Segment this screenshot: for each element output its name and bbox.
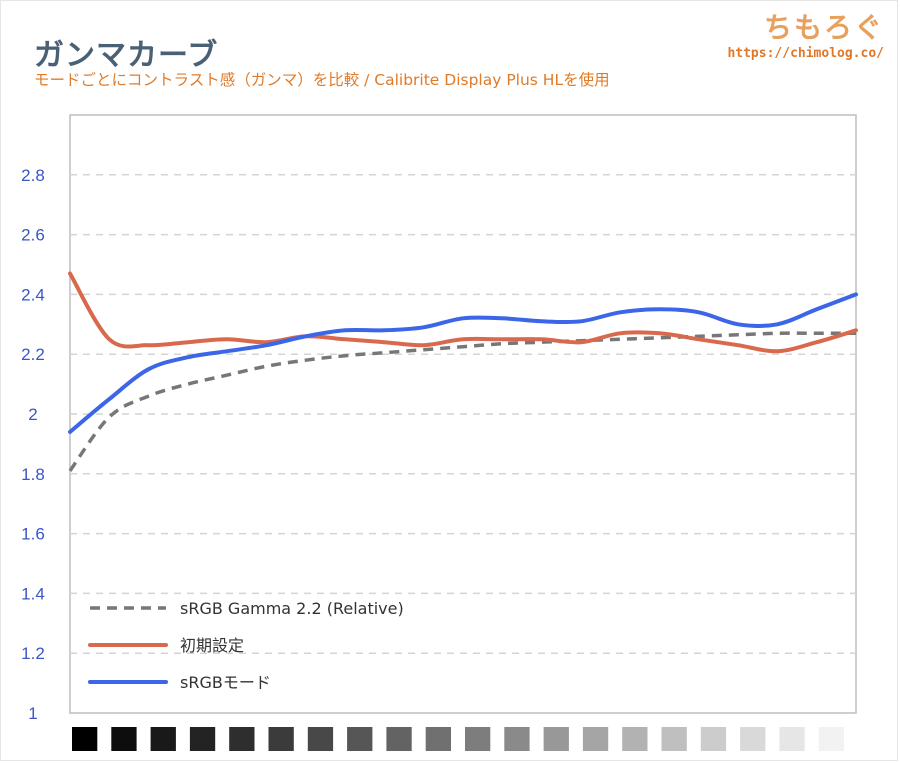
gray-swatch (504, 727, 530, 751)
gray-swatch (268, 727, 294, 751)
y-tick-label: 2.6 (21, 226, 45, 245)
chart-subtitle: モードごとにコントラスト感（ガンマ）を比較 / Calibrite Displa… (34, 71, 610, 89)
y-tick-label: 2.4 (21, 285, 45, 304)
gray-swatch (72, 727, 98, 751)
gray-swatch (229, 727, 255, 751)
y-tick-label: 1.8 (21, 465, 45, 484)
gray-swatch (543, 727, 569, 751)
gray-swatch (189, 727, 216, 751)
y-tick-label: 1.2 (21, 644, 45, 663)
gray-swatch (740, 727, 766, 751)
gray-swatch (386, 727, 412, 751)
y-tick-label: 1 (28, 704, 37, 723)
legend-label: sRGBモード (180, 673, 271, 692)
gray-swatch (307, 727, 334, 751)
brand-watermark: ちもろぐ https://chimolog.co/ (727, 6, 884, 61)
gray-swatch (347, 727, 373, 751)
chart-title: ガンマカーブ (34, 38, 219, 73)
series-line-srgb-mode (68, 292, 858, 434)
legend-label: sRGB Gamma 2.2 (Relative) (180, 599, 404, 618)
y-tick-label: 2.8 (21, 166, 45, 185)
series-line-default (68, 271, 858, 354)
gray-swatch (779, 727, 805, 751)
y-tick-label: 2.2 (21, 345, 45, 364)
gray-swatch (425, 727, 451, 751)
gray-swatch (111, 727, 137, 751)
gray-swatch (700, 727, 727, 751)
gray-swatch (818, 727, 844, 751)
y-tick-label: 1.6 (21, 525, 45, 544)
series-line-srgb-gamma (68, 331, 856, 472)
gray-swatch (622, 727, 648, 751)
legend-label: 初期設定 (180, 636, 244, 655)
brand-url: https://chimolog.co/ (727, 46, 884, 61)
gray-swatch (582, 727, 609, 751)
brand-name: ちもろぐ (763, 11, 884, 44)
gray-swatch (465, 727, 491, 751)
y-tick-label: 2 (28, 405, 37, 424)
y-tick-label: 1.4 (21, 584, 45, 603)
gray-swatch (661, 727, 687, 751)
gray-swatch (150, 727, 176, 751)
